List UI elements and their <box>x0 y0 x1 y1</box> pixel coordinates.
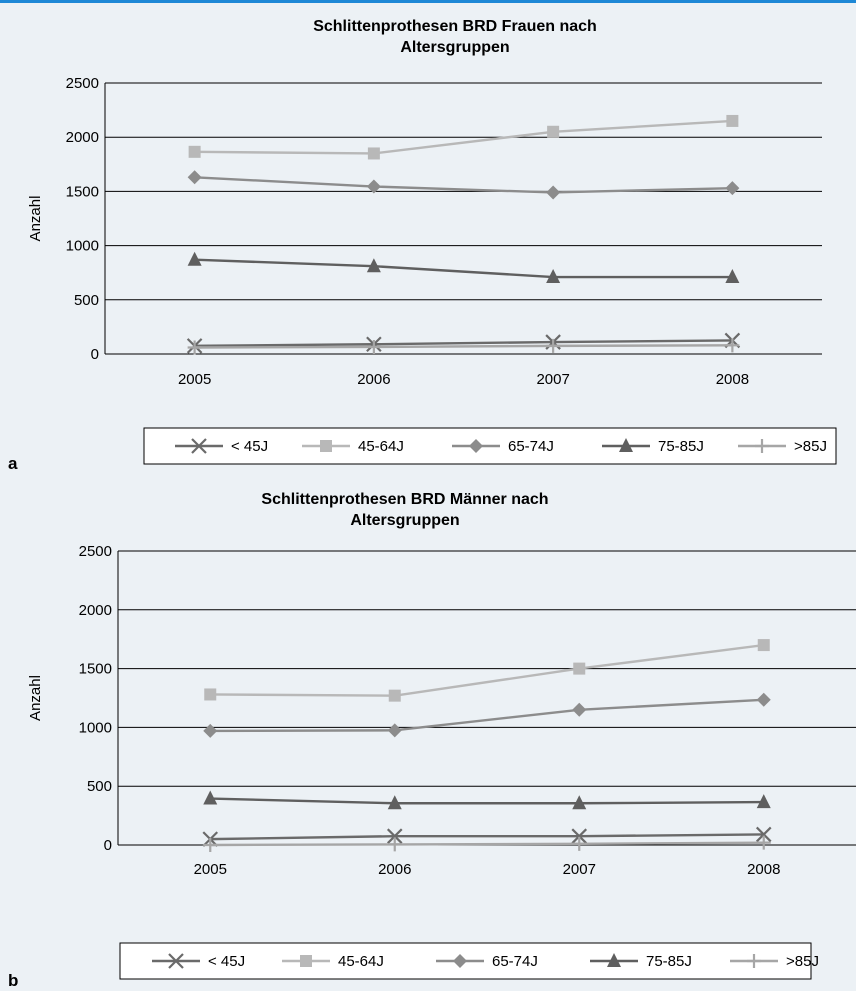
data-point <box>758 639 770 651</box>
data-point <box>573 663 585 675</box>
series-line <box>210 799 764 804</box>
y-tick-label: 500 <box>87 778 112 795</box>
x-tick-label: 2008 <box>747 861 780 878</box>
series-line <box>195 260 733 277</box>
y-tick-label: 2000 <box>79 602 112 619</box>
data-point <box>547 126 559 138</box>
x-tick-label: 2006 <box>378 861 411 878</box>
data-point <box>725 181 739 195</box>
x-tick-label: 2007 <box>536 371 569 388</box>
y-tick-label: 2000 <box>66 129 99 146</box>
legend-label: 45-64J <box>338 953 384 970</box>
legend-label: 65-74J <box>492 953 538 970</box>
panel-letter: b <box>8 971 18 986</box>
x-tick-label: 2005 <box>194 861 227 878</box>
data-point <box>572 703 586 717</box>
series-75-85J <box>188 252 740 283</box>
chart-a-svg: Schlittenprothesen BRD Frauen nach Alters… <box>0 3 856 473</box>
legend-marker <box>300 955 312 967</box>
data-point <box>203 724 217 738</box>
y-tick-label: 2500 <box>79 543 112 560</box>
data-point <box>188 170 202 184</box>
y-tick-label: 1000 <box>79 719 112 736</box>
chart-panel-a: Schlittenprothesen BRD Frauen nach Alters… <box>0 3 856 473</box>
data-point <box>757 836 771 850</box>
chart-title-line: Schlittenprothesen BRD Frauen nach <box>313 18 597 35</box>
series-line <box>210 834 764 839</box>
data-point <box>367 340 381 354</box>
series-line <box>210 700 764 731</box>
legend-label: 75-85J <box>658 438 704 455</box>
legend-label: >85J <box>794 438 827 455</box>
y-tick-label: 1000 <box>66 238 99 255</box>
y-tick-label: 0 <box>104 837 112 854</box>
data-point <box>388 723 402 737</box>
chart-title-line: Schlittenprothesen BRD Männer nach <box>261 491 548 508</box>
data-point <box>389 690 401 702</box>
series-line <box>210 645 764 696</box>
series-75-85J <box>203 791 771 810</box>
legend-label: 65-74J <box>508 438 554 455</box>
series-65-74J <box>188 170 740 199</box>
panel-letter: a <box>8 454 18 473</box>
data-point <box>572 837 586 851</box>
data-point <box>726 115 738 127</box>
data-point <box>388 837 402 851</box>
series-line <box>195 177 733 192</box>
legend-label: 75-85J <box>646 953 692 970</box>
data-point <box>204 688 216 700</box>
x-tick-label: 2008 <box>716 371 749 388</box>
series-65-74J <box>203 693 771 738</box>
data-point <box>757 693 771 707</box>
legend-marker <box>320 440 332 452</box>
y-tick-label: 0 <box>91 346 99 363</box>
x-tick-label: 2005 <box>178 371 211 388</box>
chart-title-line: Altersgruppen <box>350 512 459 529</box>
x-tick-label: 2006 <box>357 371 390 388</box>
legend-label: >85J <box>786 953 819 970</box>
y-tick-label: 1500 <box>79 661 112 678</box>
data-point <box>188 340 202 354</box>
y-tick-label: 500 <box>74 292 99 309</box>
y-tick-label: 2500 <box>66 75 99 92</box>
chart-title-line: Altersgruppen <box>400 39 509 56</box>
chart-b-svg: Schlittenprothesen BRD Männer nach Alters… <box>0 478 856 986</box>
series-45-64J <box>204 639 770 702</box>
legend-label: 45-64J <box>358 438 404 455</box>
data-point <box>189 146 201 158</box>
chart-panel-b: Schlittenprothesen BRD Männer nach Alters… <box>0 478 856 986</box>
y-axis-label: Anzahl <box>27 196 44 242</box>
legend-label: < 45J <box>231 438 268 455</box>
y-tick-label: 1500 <box>66 183 99 200</box>
data-point <box>368 147 380 159</box>
data-point <box>546 185 560 199</box>
legend-label: < 45J <box>208 953 245 970</box>
x-tick-label: 2007 <box>563 861 596 878</box>
y-axis-label: Anzahl <box>27 675 44 721</box>
series-< 45J <box>188 333 740 352</box>
